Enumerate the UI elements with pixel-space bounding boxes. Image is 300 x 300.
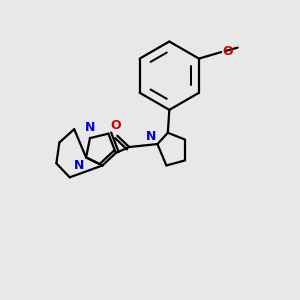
Text: N: N — [85, 121, 95, 134]
Text: O: O — [110, 119, 121, 132]
Text: N: N — [74, 159, 85, 172]
Text: O: O — [222, 45, 233, 58]
Text: N: N — [146, 130, 156, 143]
